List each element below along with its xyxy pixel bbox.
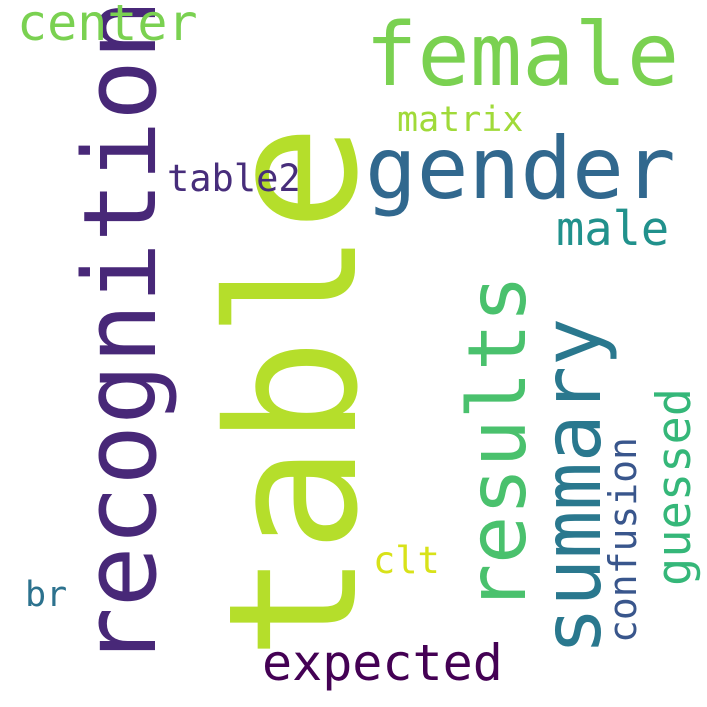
word-results: results [451, 275, 544, 612]
word-recognition: recognition [61, 0, 179, 668]
word-female: female [365, 4, 679, 106]
word-table2: table2 [167, 157, 301, 200]
word-clt: clt [373, 539, 440, 582]
word-expected: expected [262, 634, 503, 692]
word-center: center [17, 0, 198, 52]
word-gender: gender [365, 119, 676, 219]
word-guessed: guessed [647, 388, 702, 586]
word-table: table [190, 124, 397, 660]
word-summary: summary [526, 318, 619, 655]
word-confusion: confusion [601, 437, 645, 643]
word-br: br [25, 575, 67, 615]
word-matrix: matrix [397, 100, 523, 140]
word-male: male [556, 202, 669, 257]
